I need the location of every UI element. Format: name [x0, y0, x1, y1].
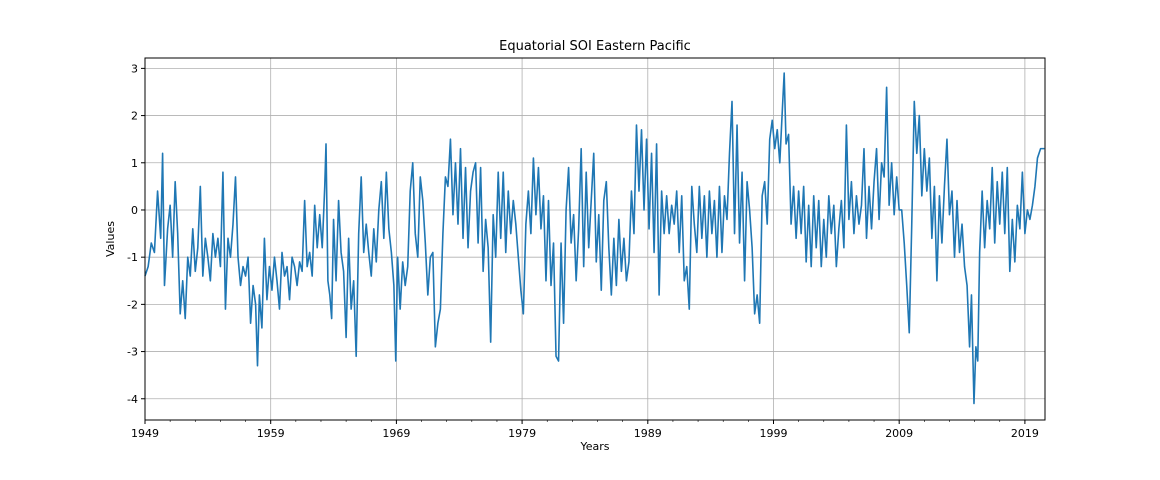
x-tick-label: 1979: [508, 427, 536, 440]
x-tick-label: 2009: [885, 427, 913, 440]
y-tick-label: -4: [127, 393, 138, 406]
x-tick-label: 1969: [382, 427, 410, 440]
x-tick-label: 1949: [131, 427, 159, 440]
x-tick-label: 1989: [634, 427, 662, 440]
y-tick-label: 1: [131, 157, 138, 170]
chart-title: Equatorial SOI Eastern Pacific: [499, 39, 691, 54]
y-tick-label: -2: [127, 298, 138, 311]
x-axis-title: Years: [579, 440, 609, 453]
y-axis: -4 -3 -2 -1 0 1 2 3: [127, 62, 145, 406]
x-axis: 1949 1959 1969 1979 1989 1999 2009 2019: [131, 420, 1039, 440]
y-tick-label: 2: [131, 110, 138, 123]
x-tick-label: 2019: [1011, 427, 1039, 440]
series-group: [144, 72, 1045, 405]
grid-lines: [144, 58, 1045, 420]
x-tick-label: 1999: [759, 427, 787, 440]
series-line: [144, 72, 1045, 405]
y-tick-label: -3: [127, 346, 138, 359]
plot-frame: [144, 57, 1046, 421]
y-tick-label: -1: [127, 251, 138, 264]
y-tick-label: 0: [131, 204, 138, 217]
y-axis-title: Values: [104, 221, 117, 257]
x-tick-label: 1959: [257, 427, 285, 440]
y-tick-label: 3: [131, 62, 138, 75]
